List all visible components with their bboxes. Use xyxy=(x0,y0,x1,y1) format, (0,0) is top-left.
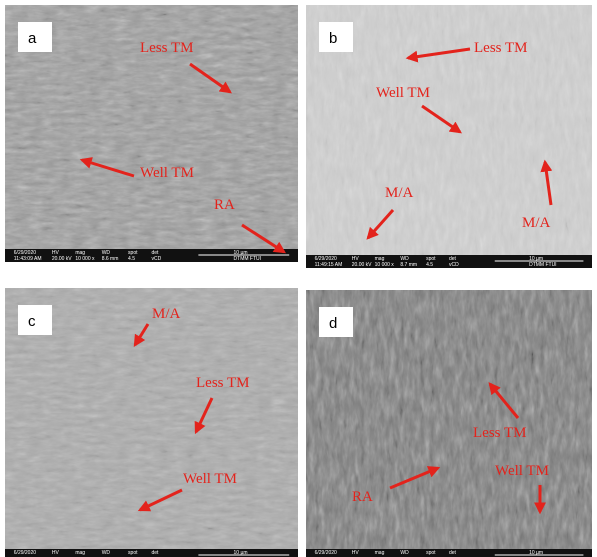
info-bar-text: 8.6 mm xyxy=(102,256,119,262)
annotation-label: Less TM xyxy=(140,40,193,56)
annotation-label: RA xyxy=(214,197,235,213)
info-bar-text: mag xyxy=(75,550,85,556)
info-bar-text: det xyxy=(449,550,457,556)
figure: 6/29/2020HVmagWDspotdet10 µm11:43:09 AM2… xyxy=(0,0,597,557)
info-bar-text: DTMM FTUI xyxy=(234,256,261,262)
info-bar-text: 10 000 x xyxy=(375,262,395,268)
annotation-label: Less TM xyxy=(196,375,249,391)
annotation-label: M/A xyxy=(152,306,181,322)
info-bar-text: WD xyxy=(400,550,409,556)
info-bar-text: 10 000 x xyxy=(75,256,95,262)
info-bar-text: 4.5 xyxy=(426,262,433,268)
info-bar-text: 20.00 kV xyxy=(352,262,372,268)
annotation-label: Less TM xyxy=(473,425,526,441)
info-bar-text: 20.00 kV xyxy=(52,256,72,262)
info-bar-text: spot xyxy=(426,550,436,556)
info-bar-text: vCD xyxy=(449,262,459,268)
annotation-label: Well TM xyxy=(183,471,237,487)
info-bar-text: 6/29/2020 xyxy=(14,550,36,556)
panel-label: d xyxy=(329,315,337,332)
annotation-label: Well TM xyxy=(376,85,430,101)
annotation-label: Well TM xyxy=(140,165,194,181)
info-bar-text: 4.5 xyxy=(128,256,135,262)
info-bar-text: 8.7 mm xyxy=(400,262,417,268)
info-bar-text: 11:43:09 AM xyxy=(14,256,42,262)
info-bar-text: 6/29/2020 xyxy=(315,550,337,556)
annotation-label: Well TM xyxy=(495,463,549,479)
annotation-label: Less TM xyxy=(474,40,527,56)
info-bar-text: mag xyxy=(375,550,385,556)
panel-label: c xyxy=(28,313,36,330)
info-bar-text: DTMM FTUI xyxy=(529,262,557,268)
info-bar-text: WD xyxy=(102,550,111,556)
info-bar-text: HV xyxy=(352,550,360,556)
annotation-label: M/A xyxy=(385,185,414,201)
info-bar-text: 11:49:15 AM xyxy=(315,262,343,268)
info-bar-text: HV xyxy=(52,550,60,556)
panel-label: b xyxy=(329,30,337,47)
annotation-label: M/A xyxy=(522,215,551,231)
info-bar-text: spot xyxy=(128,550,138,556)
annotation-label: RA xyxy=(352,489,373,505)
info-bar-text: vCD xyxy=(152,256,162,262)
info-bar-text: det xyxy=(152,550,160,556)
panel-label: a xyxy=(28,30,37,47)
